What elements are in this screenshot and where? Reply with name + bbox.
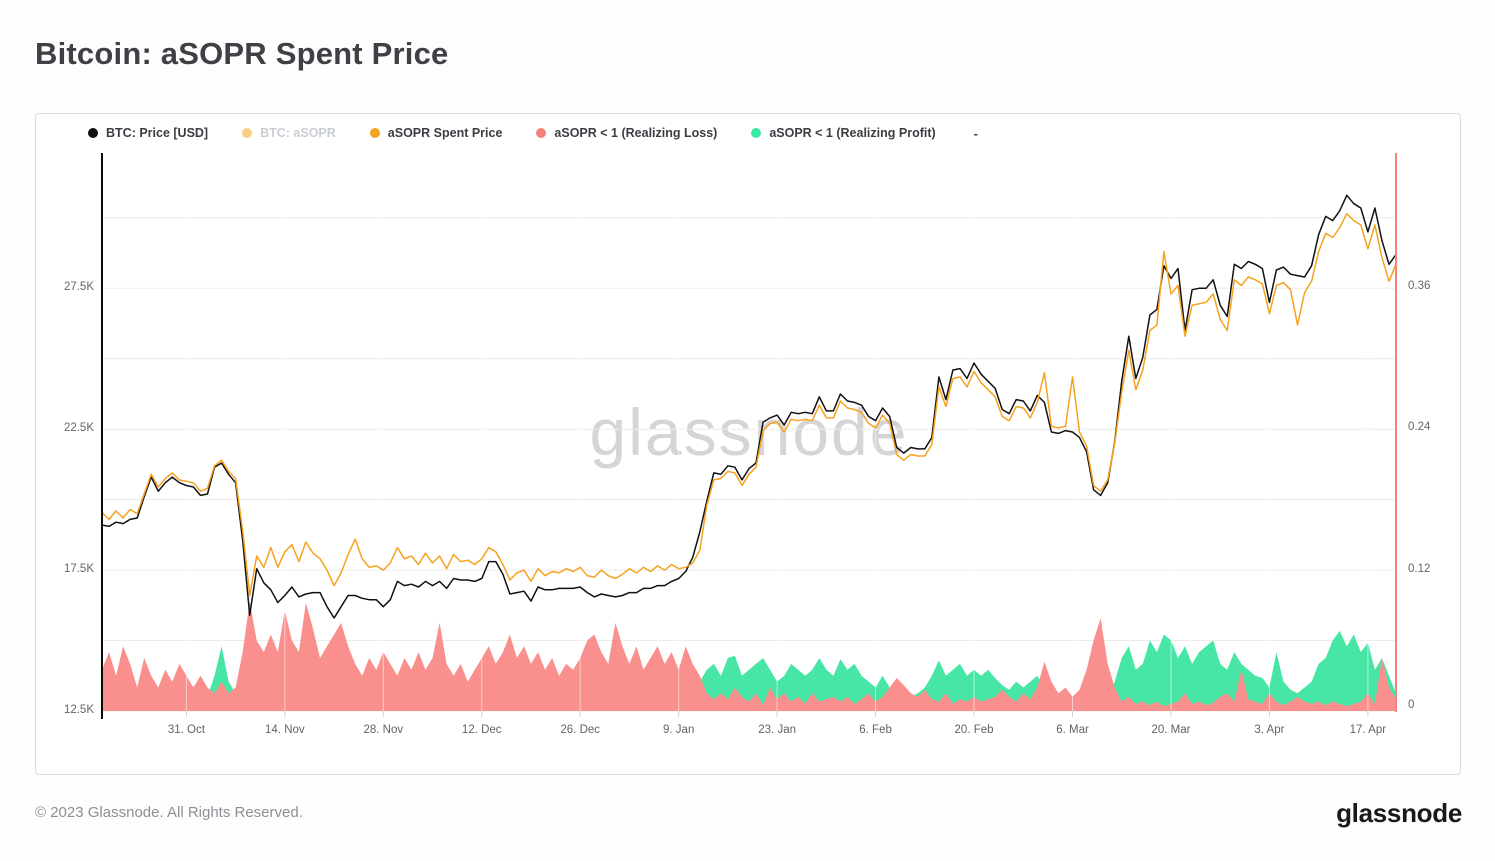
right-axis-line [1395,153,1397,712]
legend-item-asopr-spent-price[interactable]: aSOPR Spent Price [369,126,503,140]
chart-area[interactable]: glassnode [102,153,1396,723]
legend-item-asopr-1-realizing-loss[interactable]: aSOPR < 1 (Realizing Loss) [536,126,717,140]
chart-svg[interactable] [102,153,1396,723]
x-axis-label: 20. Mar [1151,724,1191,736]
x-axis-label: 28. Nov [363,724,404,736]
legend-item-label: aSOPR Spent Price [387,126,503,140]
legend-overflow-indicator[interactable]: - [973,125,979,141]
area-realizing-profit [102,630,1396,711]
y-axis-label-left: 12.5K [63,704,94,716]
y-axis-label-right: 0 [1408,699,1415,711]
legend-item-label: BTC: aSOPR [260,126,336,140]
x-axis-label: 6. Feb [859,724,892,736]
x-axis-label: 20. Feb [954,724,994,736]
y-axis-label-left: 22.5K [63,422,94,435]
line-btc-price [102,194,1396,619]
line-asopr-spent-price [102,212,1396,597]
legend-dot [242,128,253,138]
y-axis-label-right: 0.36 [1408,280,1431,293]
y-axis-label-left: 17.5K [63,563,94,576]
legend-dot [536,128,547,138]
y-axis-label-right: 0.12 [1408,562,1431,575]
x-axis-label: 26. Dec [560,724,601,736]
copyright-text: © 2023 Glassnode. All Rights Reserved. [35,804,303,821]
legend-item-label: aSOPR < 1 (Realizing Loss) [554,126,718,140]
legend-dot [369,128,380,138]
x-axis-label: 3. Apr [1254,724,1285,736]
y-axis-label-left: 27.5K [63,281,94,294]
legend-item-btc-price-usd[interactable]: BTC: Price [USD] [88,126,208,140]
legend-item-label: BTC: Price [USD] [106,126,209,140]
x-axis-label: 14. Nov [265,724,305,736]
x-axis-label: 6. Mar [1056,724,1089,736]
legend-dot [751,128,762,138]
legend-item-btc-asopr[interactable]: BTC: aSOPR [242,126,336,140]
x-axis-label: 31. Oct [167,724,205,736]
legend-item-asopr-1-realizing-profit[interactable]: aSOPR < 1 (Realizing Profit) [751,126,936,140]
x-axis-label: 12. Dec [461,724,502,736]
left-axis-line [101,153,103,719]
x-axis-label: 17. Apr [1349,724,1387,736]
legend: BTC: Price [USD] BTC: aSOPR aSOPR Spent Pr… [88,114,978,152]
page-title: Bitcoin: aSOPR Spent Price [35,36,449,71]
x-axis-label: 23. Jan [758,724,796,736]
area-realizing-loss [102,601,1396,711]
glassnode-logo: glassnode [1336,798,1462,828]
legend-item-label: aSOPR < 1 (Realizing Profit) [769,126,936,140]
y-axis-label-right: 0.24 [1408,421,1431,434]
x-axis-label: 9. Jan [663,724,695,736]
legend-dot [88,128,98,138]
chart-card: BTC: Price [USD] BTC: aSOPR aSOPR Spent Pr… [35,113,1461,775]
